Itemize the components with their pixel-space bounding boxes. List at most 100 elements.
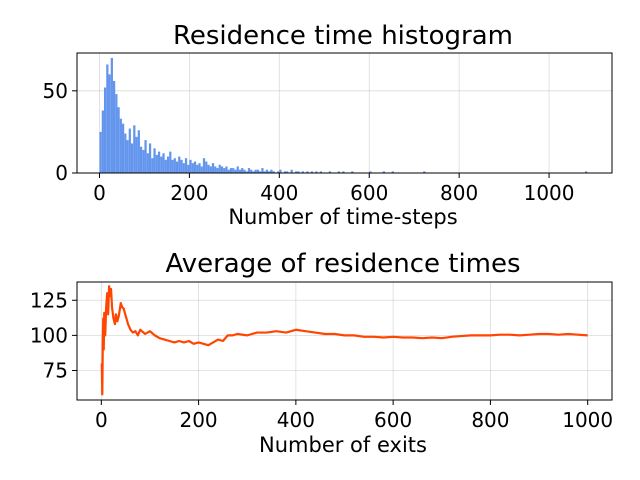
average-x-tick-label: 200	[179, 408, 217, 432]
histogram-x-tick-label: 400	[260, 181, 298, 205]
average-y-tick-label: 125	[30, 288, 68, 312]
histogram-bar	[121, 123, 125, 173]
histogram-bar	[337, 171, 341, 173]
average-y-ticks: 75 100 125	[30, 288, 77, 383]
histogram-bar	[319, 171, 323, 173]
histogram-bar	[369, 171, 372, 173]
histogram-bar	[175, 161, 179, 173]
average-x-tick-label: 600	[374, 408, 412, 432]
histogram-bar	[234, 169, 237, 173]
histogram-bar	[101, 110, 104, 173]
histogram-bar	[117, 107, 120, 173]
histogram-bar	[146, 153, 149, 173]
average-x-tick-label: 0	[95, 408, 108, 432]
histogram-bar	[238, 169, 242, 173]
histogram-title: Residence time histogram	[173, 21, 513, 51]
histogram-bar	[187, 164, 190, 173]
histogram-bar	[162, 153, 165, 173]
histogram-bar	[214, 166, 217, 173]
histogram-bar	[133, 125, 136, 173]
histogram-bar	[279, 169, 282, 173]
histogram-bar	[112, 80, 116, 173]
average-axes-frame	[76, 281, 613, 401]
histogram-bar	[103, 87, 107, 173]
histogram-bar	[243, 169, 246, 173]
histogram-bar	[301, 171, 305, 173]
histogram-x-tick-label: 800	[440, 181, 478, 205]
histogram-bar	[153, 148, 156, 173]
histogram-bar	[241, 168, 244, 173]
histogram-bar	[137, 130, 140, 173]
histogram-bar	[223, 168, 226, 173]
histogram-y-ticks: 0 50	[43, 79, 77, 185]
histogram-bar	[142, 149, 145, 173]
histogram-bar	[130, 143, 134, 173]
histogram-bar	[342, 171, 345, 173]
histogram-x-tick-label: 0	[93, 181, 106, 205]
histogram-bar	[306, 171, 309, 173]
histogram-bar	[173, 158, 176, 173]
histogram-bar	[250, 169, 253, 173]
histogram-bar	[382, 171, 385, 173]
histogram-bar	[106, 64, 109, 173]
histogram-y-tick-label: 50	[43, 79, 68, 103]
histogram-x-ticks: 0 200 400 600 800 1000	[93, 173, 575, 205]
histogram-bar	[182, 163, 185, 173]
histogram-bar	[261, 168, 264, 173]
histogram-bar	[184, 158, 188, 173]
histogram-bar	[283, 171, 287, 173]
histogram-bar	[160, 156, 163, 173]
histogram-bar	[270, 169, 273, 173]
histogram-bar	[272, 171, 275, 173]
histogram-bar	[310, 171, 314, 173]
histogram-bar	[268, 171, 271, 173]
histogram-bar	[189, 159, 192, 173]
histogram-bar	[236, 166, 239, 173]
histogram-bar	[108, 74, 111, 173]
histogram-bar	[164, 159, 167, 173]
histogram-bar	[110, 57, 113, 174]
histogram-bar	[254, 169, 257, 173]
histogram-bars	[99, 57, 588, 174]
histogram-bar	[169, 151, 172, 173]
histogram-x-tick-label: 200	[170, 181, 208, 205]
histogram-bar	[99, 131, 102, 173]
histogram-x-tick-label: 1000	[524, 181, 575, 205]
average-x-tick-label: 400	[277, 408, 315, 432]
histogram-bar	[207, 164, 210, 173]
histogram-bar	[200, 166, 203, 173]
histogram-bar	[286, 171, 289, 173]
histogram-bar	[220, 166, 224, 173]
histogram-chart: Residence time histogram 0 200 400 600 800 10…	[43, 21, 613, 229]
histogram-bar	[135, 136, 138, 173]
average-x-label: Number of exits	[259, 433, 427, 457]
average-y-tick-label: 100	[30, 323, 68, 347]
histogram-axes-frame	[76, 52, 613, 174]
histogram-bar	[351, 171, 354, 173]
histogram-bar	[198, 163, 201, 173]
histogram-bar	[148, 143, 152, 173]
histogram-x-label: Number of time-steps	[228, 205, 457, 229]
histogram-bar	[128, 128, 131, 173]
histogram-bar	[315, 171, 318, 173]
histogram-bar	[191, 163, 194, 173]
histogram-bar	[209, 166, 212, 173]
histogram-bar	[423, 171, 426, 173]
histogram-bar	[227, 169, 230, 173]
histogram-bar	[119, 118, 122, 173]
average-chart: Average of residence times 0 200 400 600 800…	[30, 249, 613, 457]
average-x-tick-label: 800	[471, 408, 509, 432]
histogram-bar	[180, 159, 183, 173]
histogram-bar	[391, 171, 394, 173]
histogram-bar	[295, 171, 298, 173]
histogram-bar	[178, 156, 181, 173]
average-x-ticks: 0 200 400 600 800 1000	[95, 400, 613, 432]
histogram-bar	[171, 159, 174, 173]
histogram-x-tick-label: 600	[350, 181, 388, 205]
histogram-bar	[263, 171, 266, 173]
histogram-bar	[585, 171, 588, 173]
histogram-bar	[151, 158, 154, 173]
histogram-bar	[196, 164, 199, 173]
average-series-line	[100, 285, 588, 396]
